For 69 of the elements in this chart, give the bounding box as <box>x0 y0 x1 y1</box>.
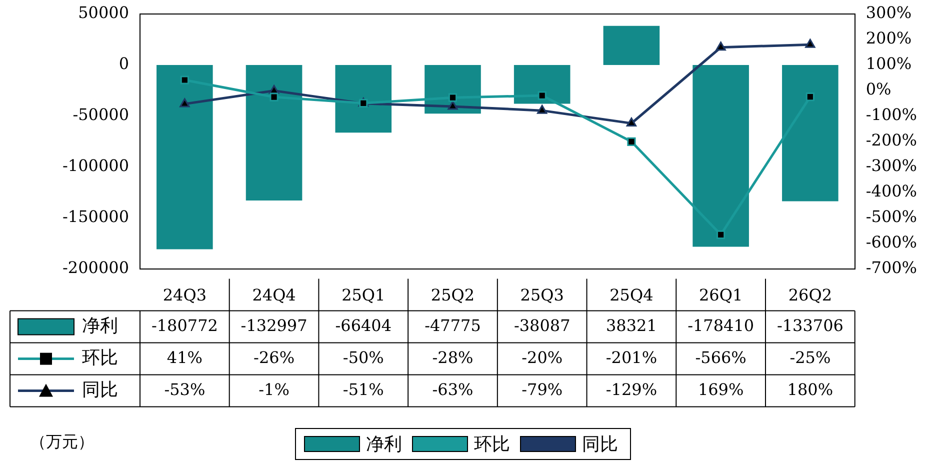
y2-tick-label: -200% <box>866 130 918 150</box>
data-label: 38321 <box>606 316 657 335</box>
data-label: -50% <box>342 348 384 367</box>
data-label: -51% <box>342 380 384 399</box>
text: 同比 <box>582 434 618 455</box>
x-tick-label: 26Q2 <box>788 286 832 305</box>
x-tick-label: 25Q3 <box>520 286 564 305</box>
data-label: -26% <box>254 348 295 367</box>
y2-tick-label: 100% <box>866 54 912 74</box>
y-tick-label: -50000 <box>72 105 129 124</box>
data-label: -63% <box>432 380 474 399</box>
data-label: -180772 <box>151 316 218 335</box>
data-label: -1% <box>258 380 290 399</box>
data-label: -25% <box>790 348 831 367</box>
y2-tick-label: 300% <box>866 3 912 22</box>
data-label: -132997 <box>240 316 308 335</box>
y-tick-label: -150000 <box>62 206 129 226</box>
y2-tick-label: 0% <box>866 80 892 99</box>
data-label: -201% <box>606 348 658 367</box>
x-tick-label: 25Q2 <box>430 286 475 305</box>
point <box>806 92 814 102</box>
x-tick-label: 26Q1 <box>698 286 743 305</box>
y2-tick-label: -300% <box>866 156 918 176</box>
data-label: -53% <box>164 380 206 399</box>
text: 环比 <box>474 434 510 455</box>
x-tick-label: 24Q3 <box>162 286 207 305</box>
point <box>716 230 726 239</box>
x-tick-label: 25Q4 <box>610 286 654 305</box>
point <box>180 76 189 84</box>
x-tick-label: 25Q1 <box>342 286 386 305</box>
data-label: -566% <box>695 348 746 367</box>
point <box>448 100 458 110</box>
point <box>716 42 726 51</box>
data-label: -28% <box>432 348 474 367</box>
data-label: -178410 <box>688 316 754 335</box>
text: 净利 <box>366 434 402 455</box>
point <box>805 38 816 48</box>
legend-label: 同比 <box>82 379 118 400</box>
point <box>537 104 548 114</box>
data-label: -47775 <box>424 316 481 335</box>
point <box>448 93 458 102</box>
data-label: -129% <box>606 380 658 399</box>
y2-tick-label: -600% <box>866 232 918 252</box>
data-label: -66404 <box>335 316 392 335</box>
y-tick-label: -200000 <box>62 258 129 277</box>
text: （万元） <box>30 432 94 453</box>
data-label: -38087 <box>514 316 570 335</box>
data-label: -79% <box>522 380 563 399</box>
y2-tick-label: -700% <box>866 258 918 277</box>
y-tick-label: 50000 <box>78 3 129 22</box>
point <box>627 137 636 146</box>
point <box>626 118 637 127</box>
data-label: 41% <box>166 348 202 367</box>
point <box>538 91 546 100</box>
y2-tick-label: -500% <box>866 206 918 226</box>
legend-label: 环比 <box>82 347 118 368</box>
data-label: -20% <box>522 348 563 367</box>
y2-tick-label: -100% <box>866 105 918 124</box>
y-tick-label: 0 <box>118 54 129 74</box>
data-label: -133706 <box>776 316 844 335</box>
y2-tick-label: 200% <box>866 28 912 48</box>
legend-label: 净利 <box>82 315 118 336</box>
x-tick-label: 24Q4 <box>252 286 296 305</box>
point <box>270 92 278 102</box>
y2-tick-label: -400% <box>866 182 918 201</box>
y-tick-label: -100000 <box>62 156 129 176</box>
data-label: 180% <box>787 380 834 399</box>
point <box>180 98 190 108</box>
data-label: 169% <box>698 380 744 399</box>
